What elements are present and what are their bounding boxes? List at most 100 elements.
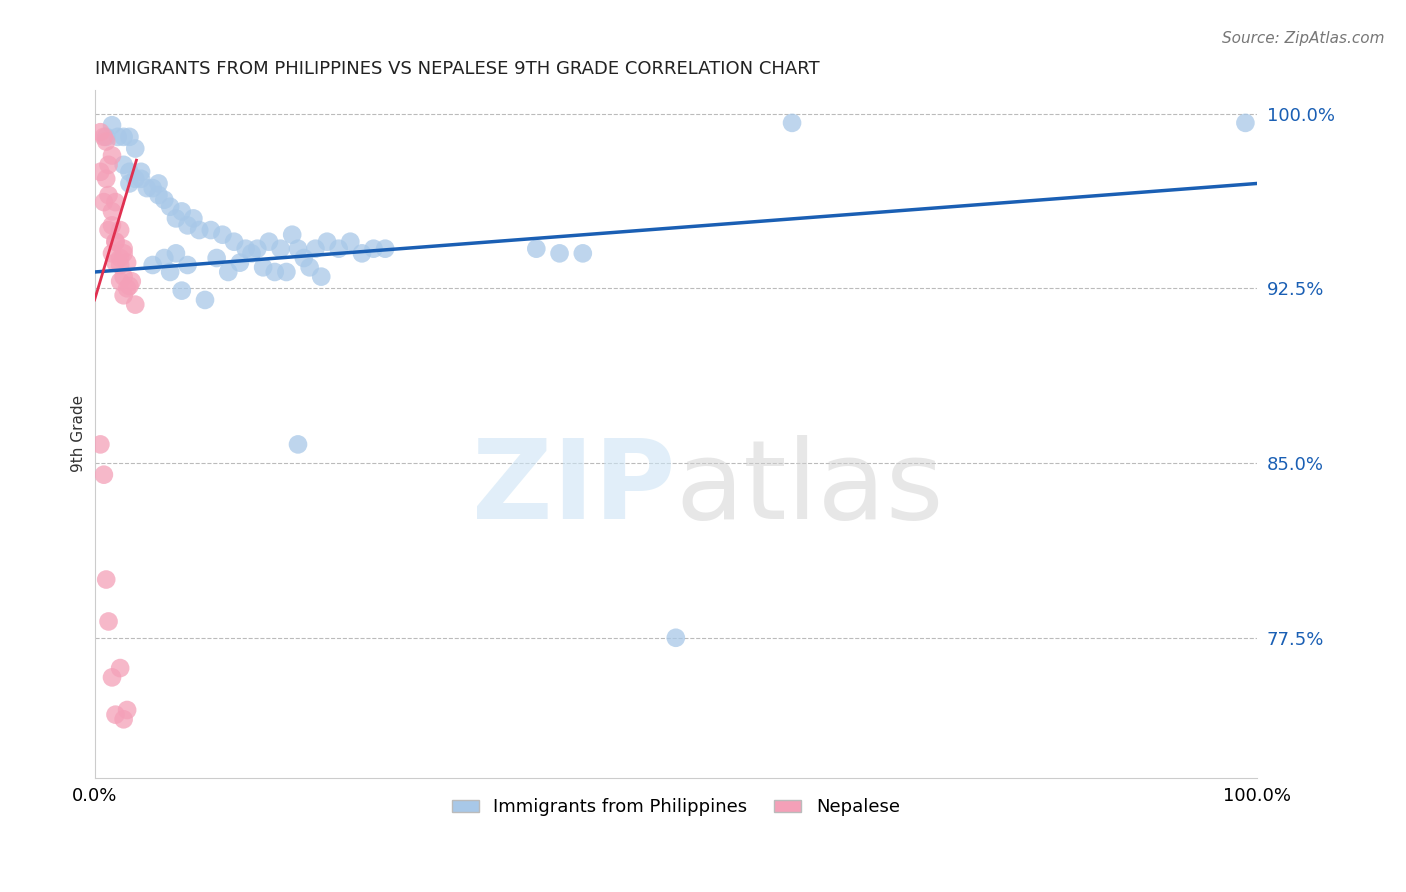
Point	[524, 242, 547, 256]
Point	[101, 246, 124, 260]
Point	[124, 141, 146, 155]
Point	[118, 279, 141, 293]
Point	[96, 135, 118, 149]
Point	[89, 165, 111, 179]
Point	[108, 223, 131, 237]
Point	[235, 242, 257, 256]
Point	[108, 258, 131, 272]
Point	[153, 193, 176, 207]
Point	[270, 242, 292, 256]
Point	[142, 258, 165, 272]
Point	[112, 242, 135, 256]
Point	[118, 177, 141, 191]
Text: Source: ZipAtlas.com: Source: ZipAtlas.com	[1222, 31, 1385, 46]
Point	[176, 258, 198, 272]
Point	[148, 177, 170, 191]
Point	[281, 227, 304, 242]
Point	[97, 158, 120, 172]
Point	[96, 573, 118, 587]
Legend: Immigrants from Philippines, Nepalese: Immigrants from Philippines, Nepalese	[444, 791, 907, 823]
Point	[108, 251, 131, 265]
Point	[170, 284, 193, 298]
Point	[97, 188, 120, 202]
Point	[246, 242, 269, 256]
Point	[200, 223, 222, 237]
Point	[112, 269, 135, 284]
Point	[165, 211, 187, 226]
Point	[124, 297, 146, 311]
Point	[316, 235, 339, 249]
Point	[96, 171, 118, 186]
Point	[112, 129, 135, 144]
Point	[211, 227, 233, 242]
Point	[263, 265, 285, 279]
Point	[89, 125, 111, 139]
Point	[129, 165, 152, 179]
Point	[374, 242, 396, 256]
Text: ZIP: ZIP	[472, 435, 676, 542]
Point	[205, 251, 228, 265]
Text: IMMIGRANTS FROM PHILIPPINES VS NEPALESE 9TH GRADE CORRELATION CHART: IMMIGRANTS FROM PHILIPPINES VS NEPALESE …	[94, 60, 820, 78]
Point	[124, 171, 146, 186]
Point	[309, 269, 332, 284]
Point	[96, 129, 118, 144]
Point	[104, 235, 127, 249]
Point	[665, 631, 688, 645]
Point	[350, 246, 373, 260]
Point	[148, 188, 170, 202]
Point	[104, 255, 127, 269]
Point	[159, 265, 181, 279]
Point	[287, 242, 309, 256]
Point	[222, 235, 245, 249]
Point	[118, 129, 141, 144]
Point	[89, 437, 111, 451]
Point	[97, 223, 120, 237]
Point	[115, 703, 138, 717]
Point	[112, 158, 135, 172]
Point	[292, 251, 315, 265]
Point	[112, 288, 135, 302]
Point	[572, 246, 595, 260]
Text: atlas: atlas	[676, 435, 945, 542]
Point	[104, 707, 127, 722]
Point	[1234, 116, 1257, 130]
Point	[548, 246, 571, 260]
Point	[252, 260, 274, 275]
Point	[153, 251, 176, 265]
Point	[112, 712, 135, 726]
Point	[159, 200, 181, 214]
Point	[188, 223, 211, 237]
Point	[107, 129, 129, 144]
Point	[240, 246, 263, 260]
Point	[121, 274, 143, 288]
Point	[780, 116, 803, 130]
Point	[97, 615, 120, 629]
Point	[165, 246, 187, 260]
Point	[229, 255, 252, 269]
Point	[101, 118, 124, 132]
Point	[93, 195, 115, 210]
Point	[142, 181, 165, 195]
Point	[118, 165, 141, 179]
Point	[176, 219, 198, 233]
Point	[108, 661, 131, 675]
Point	[328, 242, 350, 256]
Point	[183, 211, 205, 226]
Point	[115, 281, 138, 295]
Point	[339, 235, 361, 249]
Point	[115, 255, 138, 269]
Point	[93, 129, 115, 144]
Point	[101, 148, 124, 162]
Point	[170, 204, 193, 219]
Point	[298, 260, 321, 275]
Point	[104, 235, 127, 249]
Point	[129, 171, 152, 186]
Point	[112, 246, 135, 260]
Point	[287, 437, 309, 451]
Point	[101, 204, 124, 219]
Point	[101, 670, 124, 684]
Point	[93, 467, 115, 482]
Point	[108, 274, 131, 288]
Point	[101, 219, 124, 233]
Point	[194, 293, 217, 307]
